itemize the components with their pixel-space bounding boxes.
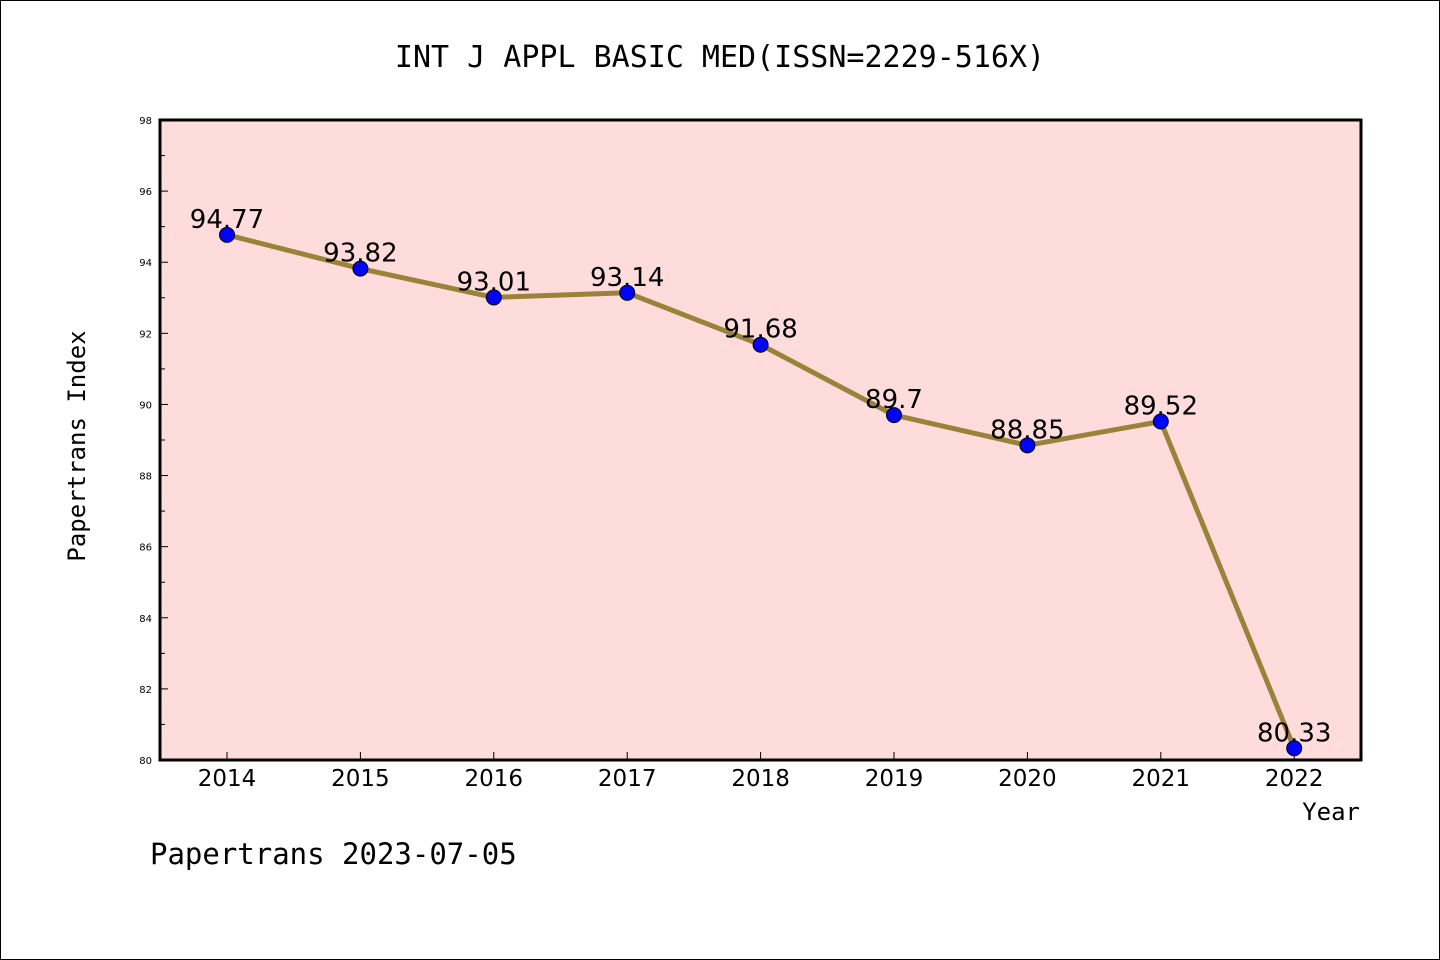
x-tick-label: 2016 <box>465 766 524 792</box>
data-point <box>1286 740 1303 757</box>
plot-area <box>158 118 1363 762</box>
data-markers <box>219 226 1303 757</box>
y-tick-label: 86 <box>139 543 152 554</box>
data-label: 89.7 <box>865 385 923 415</box>
y-tick-label: 96 <box>139 187 152 198</box>
y-axis: 80 82 84 86 88 90 92 94 96 98 <box>139 116 168 767</box>
data-point <box>752 336 769 353</box>
data-label: 93.82 <box>323 239 397 269</box>
y-tick-label: 80 <box>139 756 152 767</box>
x-tick-label: 2014 <box>198 766 257 792</box>
y-tick-label: 88 <box>139 472 152 483</box>
x-tick-label: 2021 <box>1132 766 1191 792</box>
y-axis-label: Papertrans Index <box>63 330 91 561</box>
data-point <box>619 284 636 301</box>
x-tick-label: 2015 <box>331 766 390 792</box>
y-tick-label: 92 <box>139 329 152 340</box>
y-tick-label: 98 <box>139 116 152 127</box>
data-labels: 94.77 93.82 93.01 93.14 91.68 89.7 88.85 89.52 8… <box>190 205 1332 748</box>
data-label: 93.01 <box>457 267 531 297</box>
y-tick-label: 84 <box>139 614 152 625</box>
data-label: 94.77 <box>190 205 264 235</box>
x-tick-label: 2020 <box>998 766 1057 792</box>
data-label: 93.14 <box>590 263 664 293</box>
data-point <box>352 260 369 277</box>
x-tick-label: 2018 <box>731 766 790 792</box>
footer-text: Papertrans 2023-07-05 <box>150 837 517 871</box>
y-tick-label: 82 <box>139 685 152 696</box>
data-point <box>1152 413 1169 430</box>
data-point <box>886 407 902 424</box>
x-axis-label: Year <box>1302 798 1360 826</box>
data-label: 89.52 <box>1124 392 1198 422</box>
x-tick-label: 2019 <box>865 766 924 792</box>
data-label: 80.33 <box>1257 718 1331 748</box>
y-tick-label: 90 <box>139 400 152 411</box>
data-label: 88.85 <box>990 415 1064 445</box>
x-axis: 2014 2015 2016 2017 2018 2019 2020 2021 2022 <box>198 752 1324 792</box>
y-tick-label: 94 <box>139 258 152 269</box>
x-tick-label: 2022 <box>1265 766 1324 792</box>
chart-title: INT J APPL BASIC MED(ISSN=2229-516X) <box>395 40 1045 75</box>
x-tick-label: 2017 <box>598 766 657 792</box>
data-point <box>485 289 502 306</box>
data-point <box>1019 437 1036 454</box>
data-label: 91.68 <box>723 315 797 345</box>
data-point <box>219 226 235 243</box>
